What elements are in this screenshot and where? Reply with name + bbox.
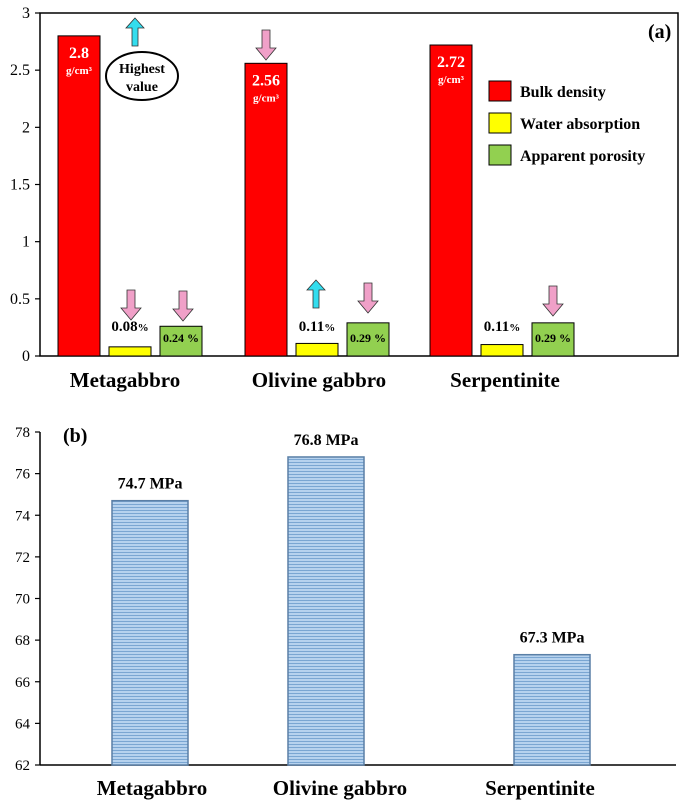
legend-swatch: [488, 112, 512, 134]
data-label-strength: 74.7 MPa: [118, 476, 183, 493]
y-tick-label: 2: [22, 119, 30, 136]
bar-strength: [287, 456, 365, 766]
data-label-unit: g/cm³: [66, 65, 93, 77]
panel-b: (b) 62 64 66 68 70 72 74 76 78 74.7 MPa 76.8 MPa 6…: [15, 425, 676, 800]
x-tick-label: Olivine gabbro: [273, 776, 407, 800]
bar-bulk-density: [244, 62, 288, 357]
x-tick-label: Serpentinite: [450, 368, 560, 392]
arrow-down-icon: [172, 290, 194, 322]
legend-item-bulk-density: Bulk density: [488, 80, 606, 102]
y-tick-label: 1: [22, 234, 30, 251]
data-label-bulk-density: 2.72: [437, 54, 465, 71]
x-tick-label: Metagabbro: [97, 776, 207, 800]
highest-value-annotation: Highest value: [105, 51, 179, 101]
data-label-unit: g/cm³: [438, 74, 465, 86]
y-tick-label: 1.5: [10, 177, 30, 194]
legend-swatch: [488, 80, 512, 102]
bar-strength: [111, 499, 189, 766]
y-tick-label: 0: [22, 348, 30, 365]
y-tick-label: 72: [15, 550, 30, 566]
legend-swatch: [488, 144, 512, 166]
y-tick-label: 76: [15, 467, 31, 483]
arrow-down-icon: [120, 289, 142, 321]
data-label-strength: 67.3 MPa: [520, 630, 585, 647]
data-label-apparent-porosity: 0.29 %: [350, 331, 386, 345]
y-tick-label: 0.5: [10, 291, 30, 308]
annotation-line-1: Highest: [119, 62, 165, 77]
y-tick-label: 68: [15, 633, 30, 649]
bar-bulk-density: [57, 35, 101, 357]
y-tick-label: 74: [15, 508, 31, 524]
arrow-down-icon: [255, 29, 277, 61]
y-tick-label: 64: [15, 716, 31, 732]
y-tick-label: 2.5: [10, 62, 30, 79]
y-tick-label: 78: [15, 425, 30, 441]
data-label-apparent-porosity: 0.29 %: [535, 331, 571, 345]
arrow-down-icon: [357, 282, 379, 314]
annotation-line-2: value: [126, 80, 158, 95]
data-label-bulk-density: 2.56: [252, 72, 280, 89]
arrow-up-icon: [306, 279, 326, 309]
arrow-up-icon: [125, 17, 145, 47]
bar-apparent-porosity: [346, 322, 390, 357]
x-tick-label: Olivine gabbro: [252, 368, 386, 392]
bar-water-absorption: [480, 344, 524, 357]
bar-apparent-porosity: [159, 325, 203, 357]
legend-label: Bulk density: [520, 84, 606, 101]
y-tick-label: 70: [15, 592, 30, 608]
panel-b-label: (b): [63, 425, 87, 447]
data-label-water-absorption: 0.11%: [299, 319, 335, 335]
legend: Bulk density Water absorption Apparent p…: [488, 80, 645, 166]
bar-apparent-porosity: [531, 322, 575, 357]
arrow-down-icon: [542, 285, 564, 317]
y-tick-label: 62: [15, 758, 30, 774]
legend-item-apparent-porosity: Apparent porosity: [488, 144, 645, 166]
data-label-water-absorption: 0.11%: [484, 319, 520, 335]
bar-strength: [513, 653, 591, 766]
bar-water-absorption: [108, 346, 152, 357]
data-label-bulk-density: 2.8: [69, 45, 89, 62]
legend-label: Water absorption: [520, 116, 640, 133]
data-label-apparent-porosity: 0.24 %: [163, 331, 199, 345]
bar-water-absorption: [295, 342, 339, 357]
x-tick-label: Metagabbro: [70, 368, 180, 392]
panel-a: (a) 0 0.5 1 1.5 2 2.5 3 2.8 g/cm³ 0.08% 0.24 % 2.5…: [10, 5, 679, 392]
y-tick-label: 66: [15, 675, 31, 691]
x-tick-label: Serpentinite: [485, 776, 595, 800]
data-label-water-absorption: 0.08%: [111, 319, 148, 335]
legend-label: Apparent porosity: [520, 148, 645, 165]
bar-bulk-density: [429, 44, 473, 357]
y-tick-label: 3: [22, 5, 30, 22]
panel-a-label: (a): [648, 21, 671, 43]
legend-item-water-absorption: Water absorption: [488, 112, 640, 134]
data-label-strength: 76.8 MPa: [294, 432, 359, 449]
data-label-unit: g/cm³: [253, 92, 280, 104]
